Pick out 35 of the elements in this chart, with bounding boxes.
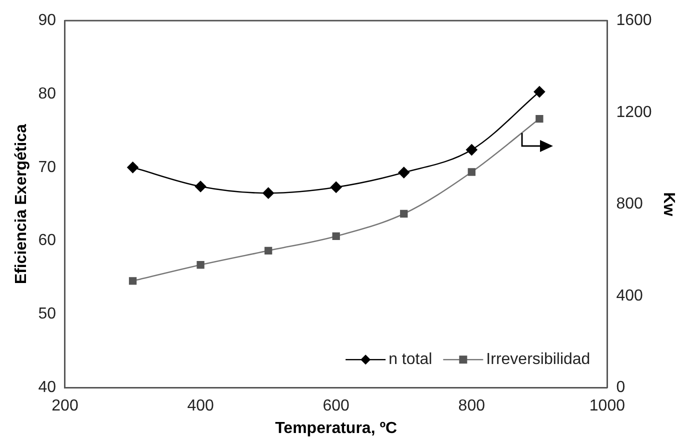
point <box>534 86 546 98</box>
point <box>400 210 408 218</box>
y-axis-title: Eficiencia Exergética <box>13 124 30 284</box>
point <box>127 162 138 174</box>
point <box>468 168 476 176</box>
y2-tick-label: 1600 <box>616 12 652 30</box>
y-tick-label: 40 <box>38 379 56 396</box>
x-tick-label: 800 <box>458 398 486 415</box>
point <box>536 114 544 123</box>
y-tick-label: 90 <box>38 12 56 30</box>
y-tick-label: 50 <box>38 306 56 323</box>
x-tick-label: 200 <box>52 398 78 415</box>
point <box>330 182 342 193</box>
x-tick-label: 1000 <box>589 398 626 415</box>
y-tick-label: 60 <box>38 232 56 250</box>
y2-axis-title: Kw <box>660 192 677 217</box>
x-tick-label: 600 <box>322 398 350 415</box>
point <box>332 232 340 240</box>
point <box>264 246 272 254</box>
y2-tick-label: 800 <box>616 196 644 213</box>
y2-tick-label: 400 <box>616 287 644 304</box>
x-axis-title: Temperatura, ºC <box>275 420 398 437</box>
legend-label: n total <box>388 351 432 368</box>
point <box>398 166 410 178</box>
point <box>196 261 204 269</box>
y2-tick-label: 1200 <box>616 104 652 121</box>
point <box>466 144 478 156</box>
point <box>194 180 206 192</box>
y2-tick-label: 0 <box>616 379 626 396</box>
y-tick-label: 70 <box>38 158 56 176</box>
point <box>128 277 137 285</box>
legend-label: Irreversibilidad <box>486 351 590 368</box>
point <box>262 187 274 199</box>
y-tick-label: 80 <box>38 85 56 102</box>
x-tick-label: 400 <box>187 398 214 415</box>
